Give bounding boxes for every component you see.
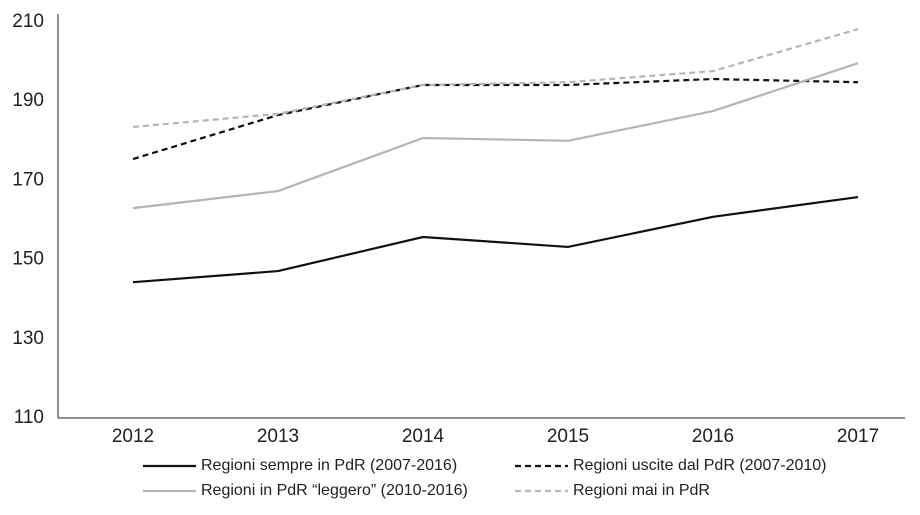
y-tick-label: 130	[12, 328, 44, 349]
y-tick-label: 170	[12, 169, 44, 190]
legend-label: Regioni sempre in PdR (2007-2016)	[201, 457, 457, 474]
y-tick-label: 110	[14, 407, 44, 428]
x-tick-label: 2016	[692, 426, 734, 447]
x-tick-label: 2015	[547, 426, 589, 447]
y-tick-label: 150	[12, 249, 44, 270]
series-line	[132, 195, 859, 284]
legend-label: Regioni in PdR “leggero” (2010-2016)	[201, 482, 468, 499]
x-tick-label: 2014	[402, 426, 445, 447]
series-line	[132, 77, 859, 161]
x-tick-label: 2013	[257, 426, 299, 447]
legend-label: Regioni uscite dal PdR (2007-2010)	[573, 457, 826, 474]
x-tick-label: 2012	[112, 426, 154, 447]
legend: Regioni sempre in PdR (2007-2016) Regioni…	[143, 457, 826, 499]
y-tick-label: 210	[12, 11, 44, 32]
series-line	[132, 62, 859, 210]
legend-label: Regioni mai in PdR	[573, 482, 710, 499]
series-line	[132, 28, 859, 129]
x-tick-label: 2017	[837, 426, 879, 447]
y-tick-label: 190	[12, 90, 44, 111]
